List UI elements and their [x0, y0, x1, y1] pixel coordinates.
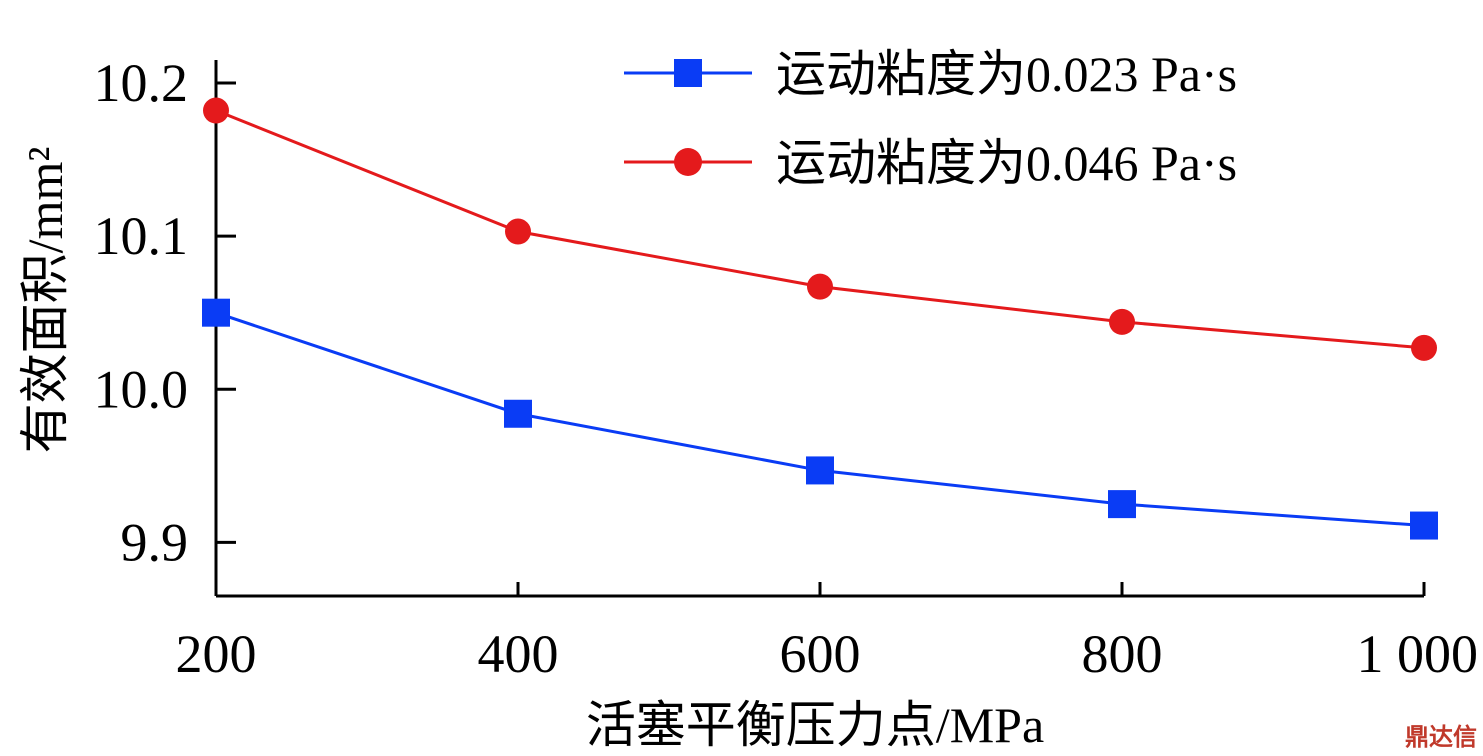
x-tick-label: 1 000 — [1357, 624, 1479, 684]
data-point-square — [806, 456, 834, 485]
x-tick-label: 800 — [1082, 624, 1163, 684]
legend-marker-circle — [674, 148, 702, 176]
data-point-circle — [1109, 308, 1135, 335]
series-line-1 — [215, 311, 1425, 528]
legend-label-2: 运动粘度为0.046 Pa·s — [776, 135, 1237, 191]
data-point-circle — [505, 218, 531, 245]
legend-label-1: 运动粘度为0.023 Pa·s — [776, 46, 1237, 102]
data-point-circle — [807, 273, 833, 300]
legend-item-1: 运动粘度为0.023 Pa·s — [624, 46, 1237, 102]
y-ticks: 9.9 10.0 10.1 10.2 — [94, 53, 236, 572]
data-point-square — [1410, 511, 1438, 540]
data-point-square — [202, 298, 230, 327]
legend-item-2: 运动粘度为0.046 Pa·s — [624, 135, 1237, 191]
legend-marker-square — [674, 59, 702, 87]
data-point-circle — [1411, 334, 1437, 361]
y-tick-label: 10.0 — [94, 359, 189, 419]
y-tick-label: 10.2 — [94, 53, 189, 113]
legend: 运动粘度为0.023 Pa·s 运动粘度为0.046 Pa·s — [624, 46, 1237, 191]
x-axis-label: 活塞平衡压力点/MPa — [586, 697, 1044, 753]
watermark-logo: 鼎达信 — [1405, 723, 1477, 751]
y-tick-label: 10.1 — [94, 206, 189, 266]
y-axis-label: 有效面积/mm² — [17, 147, 73, 454]
x-tick-label: 200 — [176, 624, 257, 684]
data-point-square — [1108, 490, 1136, 519]
data-point-circle — [203, 97, 229, 124]
series-layer — [202, 97, 1438, 540]
data-point-square — [504, 399, 532, 428]
x-tick-label: 600 — [780, 624, 861, 684]
y-tick-label: 9.9 — [121, 512, 189, 572]
x-ticks: 200 400 600 800 1 000 — [176, 582, 1479, 684]
x-tick-label: 400 — [478, 624, 559, 684]
